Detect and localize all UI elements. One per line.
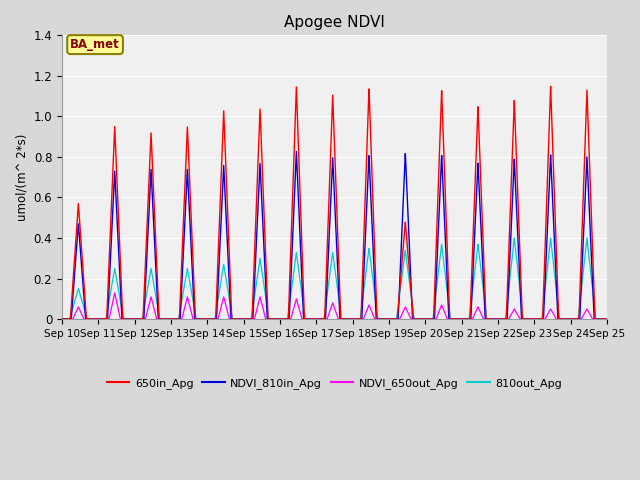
NDVI_650out_Apg [169,316,177,322]
650in_Apg [603,316,611,322]
650in_Apg [58,316,66,322]
Line: NDVI_650out_Apg: NDVI_650out_Apg [62,293,607,319]
NDVI_810in_Apg [175,316,182,322]
NDVI_810in_Apg [410,316,417,322]
NDVI_810in_Apg [601,316,609,322]
NDVI_650out_Apg [601,316,609,322]
NDVI_650out_Apg [410,316,417,322]
810out_Apg [487,316,495,322]
Line: NDVI_810in_Apg: NDVI_810in_Apg [62,152,607,319]
Line: 650in_Apg: 650in_Apg [62,86,607,319]
NDVI_810in_Apg [58,316,66,322]
650in_Apg [487,316,495,322]
Legend: 650in_Apg, NDVI_810in_Apg, NDVI_650out_Apg, 810out_Apg: 650in_Apg, NDVI_810in_Apg, NDVI_650out_A… [102,373,566,393]
650in_Apg [169,316,177,322]
NDVI_810in_Apg [487,316,495,322]
810out_Apg [175,316,182,322]
650in_Apg [410,316,417,322]
810out_Apg [410,312,417,318]
Line: 810out_Apg: 810out_Apg [62,238,607,319]
NDVI_650out_Apg [58,316,66,322]
810out_Apg [601,316,609,322]
650in_Apg [547,84,554,89]
650in_Apg [262,263,270,269]
NDVI_650out_Apg [603,316,611,322]
810out_Apg [169,316,177,322]
NDVI_650out_Apg [262,316,270,322]
650in_Apg [601,316,609,322]
Y-axis label: umol/(m^ 2*s): umol/(m^ 2*s) [15,133,28,221]
810out_Apg [583,235,591,241]
NDVI_810in_Apg [603,316,611,322]
NDVI_810in_Apg [262,290,270,296]
Text: BA_met: BA_met [70,38,120,51]
810out_Apg [603,316,611,322]
650in_Apg [175,316,182,322]
NDVI_810in_Apg [292,149,300,155]
NDVI_650out_Apg [111,290,118,296]
Title: Apogee NDVI: Apogee NDVI [284,15,385,30]
810out_Apg [262,297,270,302]
NDVI_810in_Apg [169,316,177,322]
NDVI_650out_Apg [487,316,495,322]
810out_Apg [58,316,66,322]
NDVI_650out_Apg [175,316,182,322]
